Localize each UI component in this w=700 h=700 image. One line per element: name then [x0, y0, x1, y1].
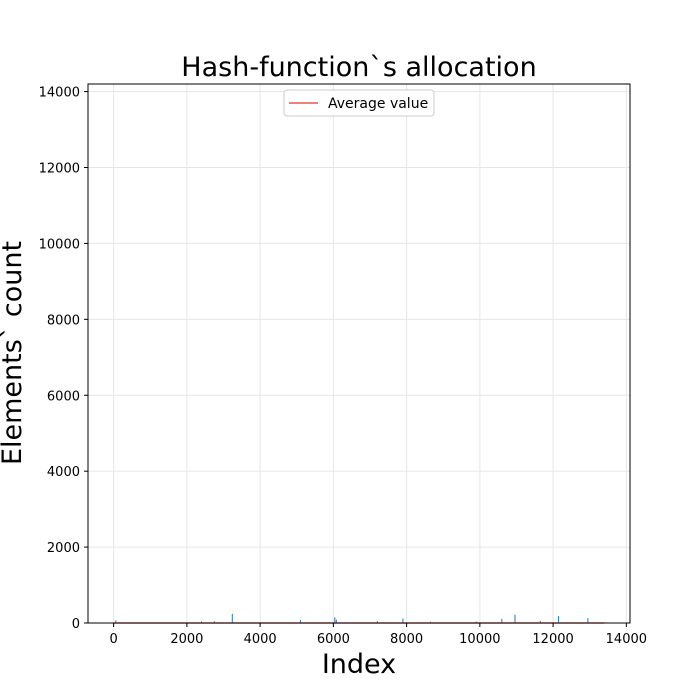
- y-tick-label: 2000: [47, 541, 80, 556]
- x-tick-label: 4000: [244, 632, 277, 647]
- y-tick-label: 8000: [47, 313, 80, 328]
- y-tick-label: 12000: [39, 162, 80, 177]
- y-tick-label: 6000: [47, 389, 80, 404]
- legend-average-label: Average value: [328, 96, 428, 112]
- x-axis-label: Index: [322, 649, 396, 680]
- x-tick-label: 10000: [459, 632, 500, 647]
- y-axis-label: Elements` count: [0, 241, 28, 465]
- x-tick-label: 12000: [532, 632, 573, 647]
- x-tick-label: 14000: [606, 632, 647, 647]
- y-tick-label: 0: [72, 617, 80, 632]
- x-tick-label: 6000: [317, 632, 350, 647]
- x-tick-label: 2000: [170, 632, 203, 647]
- x-tick-label: 0: [109, 632, 117, 647]
- plot-area-frame: [87, 83, 631, 624]
- y-tick-label: 14000: [39, 86, 80, 101]
- y-axis: 0 2000 4000 6000 8000 10000 12000 14000: [39, 86, 88, 632]
- legend-box: [283, 89, 435, 117]
- y-tick-label: 4000: [47, 465, 80, 480]
- x-tick-label: 8000: [390, 632, 423, 647]
- legend: Average value: [283, 89, 435, 117]
- chart-title: Hash-function`s allocation: [181, 52, 536, 83]
- y-tick-label: 10000: [39, 237, 80, 252]
- x-axis: 0 2000 4000 6000 8000 10000 12000 14000: [109, 623, 647, 647]
